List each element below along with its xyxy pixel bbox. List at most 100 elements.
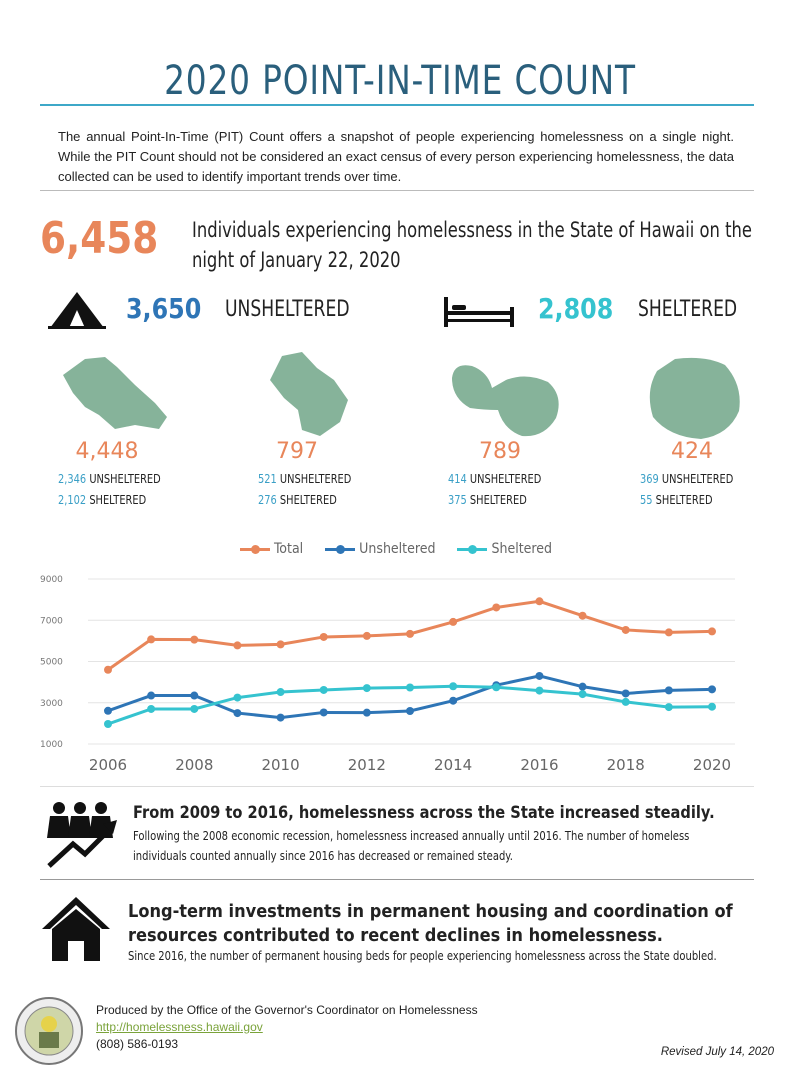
data-point-total [147,635,156,644]
x-tick-label: 2010 [261,756,299,774]
data-point-sheltered [449,682,458,691]
data-point-unsheltered [319,708,328,717]
data-point-total [492,603,501,612]
data-point-total [449,617,458,626]
total-desc-line1: Individuals experiencing homelessness in… [192,218,753,242]
data-point-sheltered [276,688,285,697]
hawaii-unsheltered: 521 UNSHELTERED [258,472,351,486]
house-icon [42,897,110,961]
data-point-unsheltered [664,686,673,695]
data-point-unsheltered [276,713,285,722]
bed-icon [444,297,514,327]
data-point-unsheltered [104,706,112,715]
footer-phone: (808) 586-0193 [96,1037,179,1051]
data-point-unsheltered [535,671,544,680]
x-tick-label: 2006 [89,756,127,774]
x-tick-label: 2012 [348,756,386,774]
y-tick-label: 3000 [40,699,63,709]
housing-body: Since 2016, the number of permanent hous… [128,948,717,963]
data-point-unsheltered [578,682,587,691]
kauai-sheltered: 55 SHELTERED [640,493,713,507]
data-point-sheltered [621,697,630,706]
sheltered-count: 2,808 [538,292,614,325]
label: UNSHELTERED [89,472,161,486]
data-point-unsheltered [362,708,371,717]
legend-sheltered: Sheltered [457,541,552,557]
maui-total: 789 [479,439,521,464]
kauai-unsheltered: 369 UNSHELTERED [640,472,733,486]
data-point-unsheltered [406,707,414,715]
x-tick-label: 2016 [520,756,558,774]
hawaii-unsheltered-count: 521 [258,472,277,486]
page-title: 2020 POINT-IN-TIME COUNT [164,58,636,104]
oahu-sheltered-count: 2,102 [58,493,87,507]
data-point-unsheltered [621,689,630,698]
oahu-map-icon [63,357,167,429]
legend-swatch [240,544,270,554]
data-point-total [578,611,587,620]
legend-label: Unsheltered [359,541,436,557]
label: UNSHELTERED [279,472,352,486]
data-point-sheltered [190,704,199,713]
data-point-total [362,631,371,640]
data-point-total [233,641,242,650]
label: SHELTERED [469,493,527,507]
data-point-sheltered [362,684,371,693]
label: UNSHELTERED [469,472,542,486]
line-chart: 1000 3000 5000 7000 9000 2006 2008 2010 2012 2014… [40,575,735,774]
hawaii-sheltered: 276 SHELTERED [258,493,337,507]
oahu-total: 4,448 [75,439,139,464]
data-point-sheltered [492,683,501,692]
label: SHELTERED [279,493,337,507]
hawaii-sheltered-count: 276 [258,493,277,507]
total-count: 6,458 [40,213,159,264]
y-tick-label: 1000 [40,740,63,750]
intro-text: The annual Point-In-Time (PIT) Count off… [58,129,734,184]
data-point-sheltered [578,690,587,699]
divider [40,786,754,787]
data-point-unsheltered [708,685,716,694]
x-tick-label: 2014 [434,756,472,774]
total-description: Individuals experiencing homelessness in… [192,215,752,275]
data-point-total [708,627,716,636]
legend-label: Total [274,541,304,557]
data-point-sheltered [319,685,328,694]
data-point-total [319,632,328,641]
data-point-unsheltered [233,709,242,718]
kauai-unsheltered-count: 369 [640,472,659,486]
maui-unsheltered-count: 414 [448,472,467,486]
tent-icon [48,292,106,329]
x-tick-label: 2018 [607,756,645,774]
data-point-unsheltered [147,691,156,700]
state-seal-logo [15,997,83,1065]
data-point-total [621,625,630,634]
data-point-sheltered [233,693,242,702]
housing-heading: Long-term investments in permanent housi… [128,900,733,948]
y-tick-label: 7000 [40,616,63,626]
y-tick-label: 5000 [40,658,63,668]
footer-url-link[interactable]: http://homelessness.hawaii.gov [96,1020,263,1034]
unsheltered-count: 3,650 [126,292,202,325]
data-point-sheltered [147,704,156,713]
data-point-unsheltered [190,691,199,700]
total-desc-line2: night of January 22, 2020 [192,248,401,272]
kauai-total: 424 [671,439,713,464]
x-tick-label: 2008 [175,756,213,774]
data-point-total [664,628,673,637]
legend-swatch [457,544,488,554]
data-point-unsheltered [449,696,458,705]
chart-legend: Total Unsheltered Sheltered [240,541,552,557]
data-point-sheltered [406,683,414,692]
hawaii-total: 797 [276,439,318,464]
kauai-sheltered-count: 55 [640,493,653,507]
people-trend-icon [47,802,117,868]
title-divider [40,104,754,106]
data-point-total [190,635,199,644]
trend-body: Following the 2008 economic recession, h… [133,826,689,866]
oahu-sheltered: 2,102 SHELTERED [58,493,146,507]
sheltered-label: SHELTERED [638,297,738,322]
divider [40,190,754,191]
maui-sheltered-count: 375 [448,493,467,507]
label: SHELTERED [89,493,147,507]
data-point-total [276,640,285,649]
